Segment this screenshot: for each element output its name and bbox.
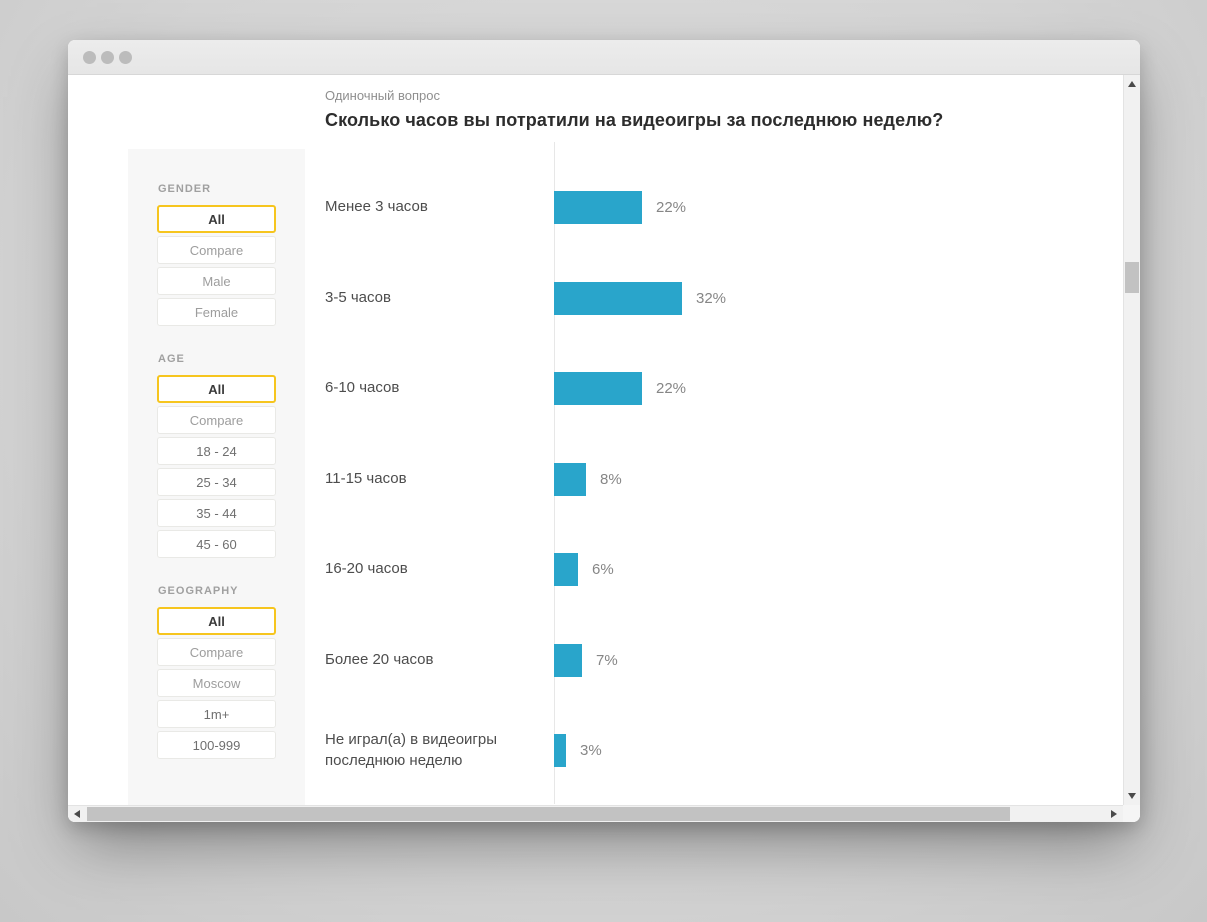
vertical-scrollbar[interactable] [1123,75,1140,805]
value-label: 3% [580,742,602,759]
filter-section-title: GENDER [158,183,212,195]
chart-area: Менее 3 часов 22% 3-5 часов 32% 6-10 часов 22… [68,75,1140,822]
chart-row: Более 20 часов 7% [325,644,1100,677]
value-label: 8% [600,471,622,488]
window-titlebar [68,40,1140,75]
filter-option-age-45-60[interactable]: 45 - 60 [157,530,276,558]
value-label: 6% [592,561,614,578]
filter-option-gender-male[interactable]: Male [157,267,276,295]
chart-row: Не играл(а) в видеоигры последнюю неделю… [325,731,1100,768]
filter-section-title: AGE [158,353,185,365]
bar [554,553,578,586]
bar [554,191,642,224]
question-type-label: Одиночный вопрос [325,88,440,103]
bar [554,463,586,496]
filter-option-geography-moscow[interactable]: Moscow [157,669,276,697]
bar [554,734,566,767]
filter-option-geography-compare[interactable]: Compare [157,638,276,666]
vertical-scrollbar-thumb[interactable] [1125,262,1139,293]
chart-row: 11-15 часов 8% [325,463,1100,496]
filter-option-gender-compare[interactable]: Compare [157,236,276,264]
filter-option-age-all[interactable]: All [157,375,276,403]
chart-row: 3-5 часов 32% [325,282,1100,315]
window-content: Одиночный вопрос Сколько часов вы потрат… [68,75,1140,822]
scroll-left-icon[interactable] [74,810,80,818]
app-window: Одиночный вопрос Сколько часов вы потрат… [68,40,1140,822]
value-label: 22% [656,199,687,216]
filter-option-gender-all[interactable]: All [157,205,276,233]
traffic-light-icon[interactable] [101,50,114,64]
traffic-light-icon[interactable] [83,50,96,64]
bar [554,644,582,677]
scroll-up-icon[interactable] [1128,81,1136,87]
bar [554,282,682,315]
scroll-down-icon[interactable] [1128,793,1136,799]
category-label: 16-20 часов [325,560,408,578]
filter-section-age: AGE All Compare 18 - 24 25 - 34 35 - 44 45 - 6… [128,353,305,558]
chart-row: 16-20 часов 6% [325,553,1100,586]
bar [554,372,642,405]
filter-section-title: GEOGRAPHY [158,585,239,597]
scroll-right-icon[interactable] [1111,810,1117,818]
horizontal-scrollbar[interactable] [68,805,1123,822]
category-label: 6-10 часов [325,379,400,397]
question-header: Одиночный вопрос Сколько часов вы потрат… [325,88,1085,131]
category-label: 3-5 часов [325,289,391,307]
filter-option-age-compare[interactable]: Compare [157,406,276,434]
chart-row: Менее 3 часов 22% [325,191,1100,224]
filter-option-geography-100-999[interactable]: 100-999 [157,731,276,759]
filter-panel: GENDER All Compare Male Female AGE All Compare 1… [128,149,305,805]
category-label: Не играл(а) в видеоигры последнюю неделю [325,731,498,769]
value-label: 7% [596,652,618,669]
filter-option-geography-1m+[interactable]: 1m+ [157,700,276,728]
filter-option-geography-all[interactable]: All [157,607,276,635]
question-title: Сколько часов вы потратили на видеоигры … [325,110,944,130]
traffic-light-icon[interactable] [119,50,132,64]
category-label: Менее 3 часов [325,198,428,216]
chart-row: 6-10 часов 22% [325,372,1100,405]
filter-option-age-35-44[interactable]: 35 - 44 [157,499,276,527]
filter-section-geography: GEOGRAPHY All Compare Moscow 1m+ 100-999 [128,585,305,759]
filter-option-age-18-24[interactable]: 18 - 24 [157,437,276,465]
scrollbar-corner [1123,805,1140,822]
value-label: 22% [656,380,687,397]
horizontal-scrollbar-thumb[interactable] [87,807,1010,821]
category-label: Более 20 часов [325,651,434,669]
filter-option-gender-female[interactable]: Female [157,298,276,326]
filter-section-gender: GENDER All Compare Male Female [128,183,305,326]
filter-option-age-25-34[interactable]: 25 - 34 [157,468,276,496]
category-label: 11-15 часов [325,470,407,488]
value-label: 32% [696,290,727,307]
